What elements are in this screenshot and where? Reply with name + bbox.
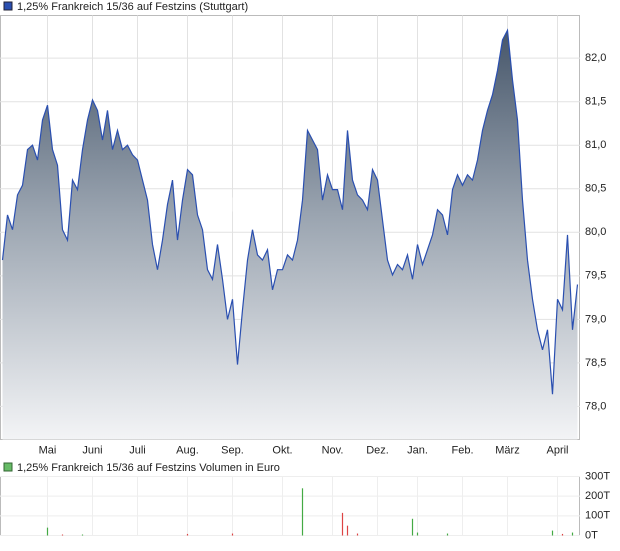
x-tick-label: Nov. bbox=[322, 444, 344, 456]
volume-bar bbox=[411, 518, 414, 536]
y-tick-label: 80,0 bbox=[585, 226, 606, 238]
legend-swatch bbox=[3, 1, 13, 11]
volume-bar bbox=[346, 525, 349, 536]
x-tick-label: Feb. bbox=[451, 444, 473, 456]
price-line bbox=[1, 28, 579, 395]
legend-swatch bbox=[3, 462, 13, 472]
volume-bar bbox=[301, 488, 304, 536]
volume-bar bbox=[81, 534, 84, 536]
y-tick-label: 80,5 bbox=[585, 183, 606, 195]
volume-bar bbox=[61, 534, 64, 536]
price-legend-title: 1,25% Frankreich 15/36 auf Festzins (Stu… bbox=[17, 1, 248, 13]
y-tick-label: 81,0 bbox=[585, 139, 606, 151]
volume-bar bbox=[446, 533, 449, 536]
price-area bbox=[2, 30, 578, 440]
x-tick-label: Juni bbox=[82, 444, 102, 456]
x-tick-label: Mai bbox=[39, 444, 57, 456]
y-tick-label: 300T bbox=[585, 470, 610, 482]
y-tick-label: 200T bbox=[585, 490, 610, 502]
volume-bar bbox=[341, 512, 344, 536]
x-tick-label: Okt. bbox=[272, 444, 292, 456]
volume-bar bbox=[416, 532, 419, 536]
x-tick-label: März bbox=[495, 444, 519, 456]
volume-frame bbox=[0, 476, 580, 536]
y-tick-label: 79,0 bbox=[585, 313, 606, 325]
x-tick-label: April bbox=[546, 444, 568, 456]
x-tick-label: Jan. bbox=[407, 444, 428, 456]
y-tick-label: 82,0 bbox=[585, 52, 606, 64]
volume-bar bbox=[561, 533, 564, 536]
y-tick-label: 78,0 bbox=[585, 400, 606, 412]
x-tick-label: Dez. bbox=[366, 444, 389, 456]
volume-bar bbox=[231, 533, 234, 536]
volume-legend-title: 1,25% Frankreich 15/36 auf Festzins Volu… bbox=[17, 462, 280, 474]
y-tick-label: 79,5 bbox=[585, 270, 606, 282]
volume-bar bbox=[551, 530, 554, 536]
x-tick-label: Juli bbox=[129, 444, 146, 456]
y-tick-label: 78,5 bbox=[585, 357, 606, 369]
y-tick-label: 81,5 bbox=[585, 96, 606, 108]
x-tick-label: Sep. bbox=[221, 444, 244, 456]
y-tick-label: 0T bbox=[585, 529, 598, 541]
watermark: AKTIEN bbox=[198, 194, 276, 216]
volume-bar bbox=[46, 527, 49, 536]
volume-bar bbox=[186, 533, 189, 536]
volume-bar bbox=[571, 532, 574, 536]
x-tick-label: Aug. bbox=[176, 444, 199, 456]
y-tick-label: 100T bbox=[585, 510, 610, 522]
volume-bar bbox=[356, 533, 359, 536]
